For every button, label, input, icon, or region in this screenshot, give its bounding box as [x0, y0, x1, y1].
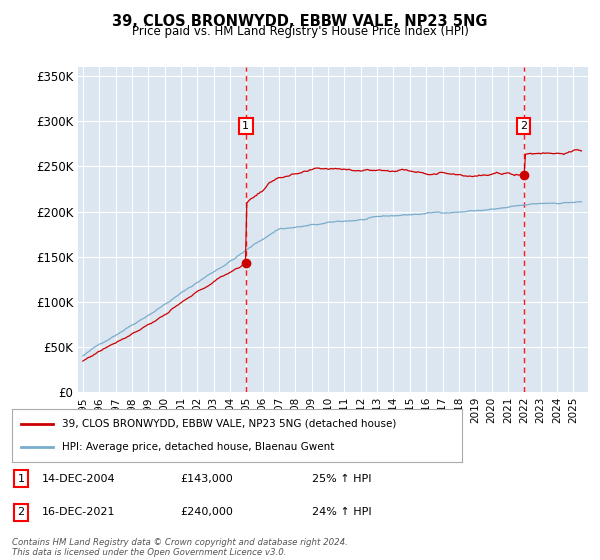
- Text: 14-DEC-2004: 14-DEC-2004: [42, 474, 116, 484]
- Text: 1: 1: [17, 474, 25, 484]
- Text: 2: 2: [17, 507, 25, 517]
- Text: £240,000: £240,000: [180, 507, 233, 517]
- Text: HPI: Average price, detached house, Blaenau Gwent: HPI: Average price, detached house, Blae…: [62, 442, 334, 452]
- Text: 16-DEC-2021: 16-DEC-2021: [42, 507, 115, 517]
- Text: 2: 2: [520, 121, 527, 131]
- Text: 39, CLOS BRONWYDD, EBBW VALE, NP23 5NG (detached house): 39, CLOS BRONWYDD, EBBW VALE, NP23 5NG (…: [62, 419, 396, 429]
- Text: 24% ↑ HPI: 24% ↑ HPI: [312, 507, 371, 517]
- Text: Contains HM Land Registry data © Crown copyright and database right 2024.
This d: Contains HM Land Registry data © Crown c…: [12, 538, 348, 557]
- Text: Price paid vs. HM Land Registry's House Price Index (HPI): Price paid vs. HM Land Registry's House …: [131, 25, 469, 38]
- Text: 25% ↑ HPI: 25% ↑ HPI: [312, 474, 371, 484]
- Text: 1: 1: [242, 121, 249, 131]
- Text: 39, CLOS BRONWYDD, EBBW VALE, NP23 5NG: 39, CLOS BRONWYDD, EBBW VALE, NP23 5NG: [112, 14, 488, 29]
- Text: £143,000: £143,000: [180, 474, 233, 484]
